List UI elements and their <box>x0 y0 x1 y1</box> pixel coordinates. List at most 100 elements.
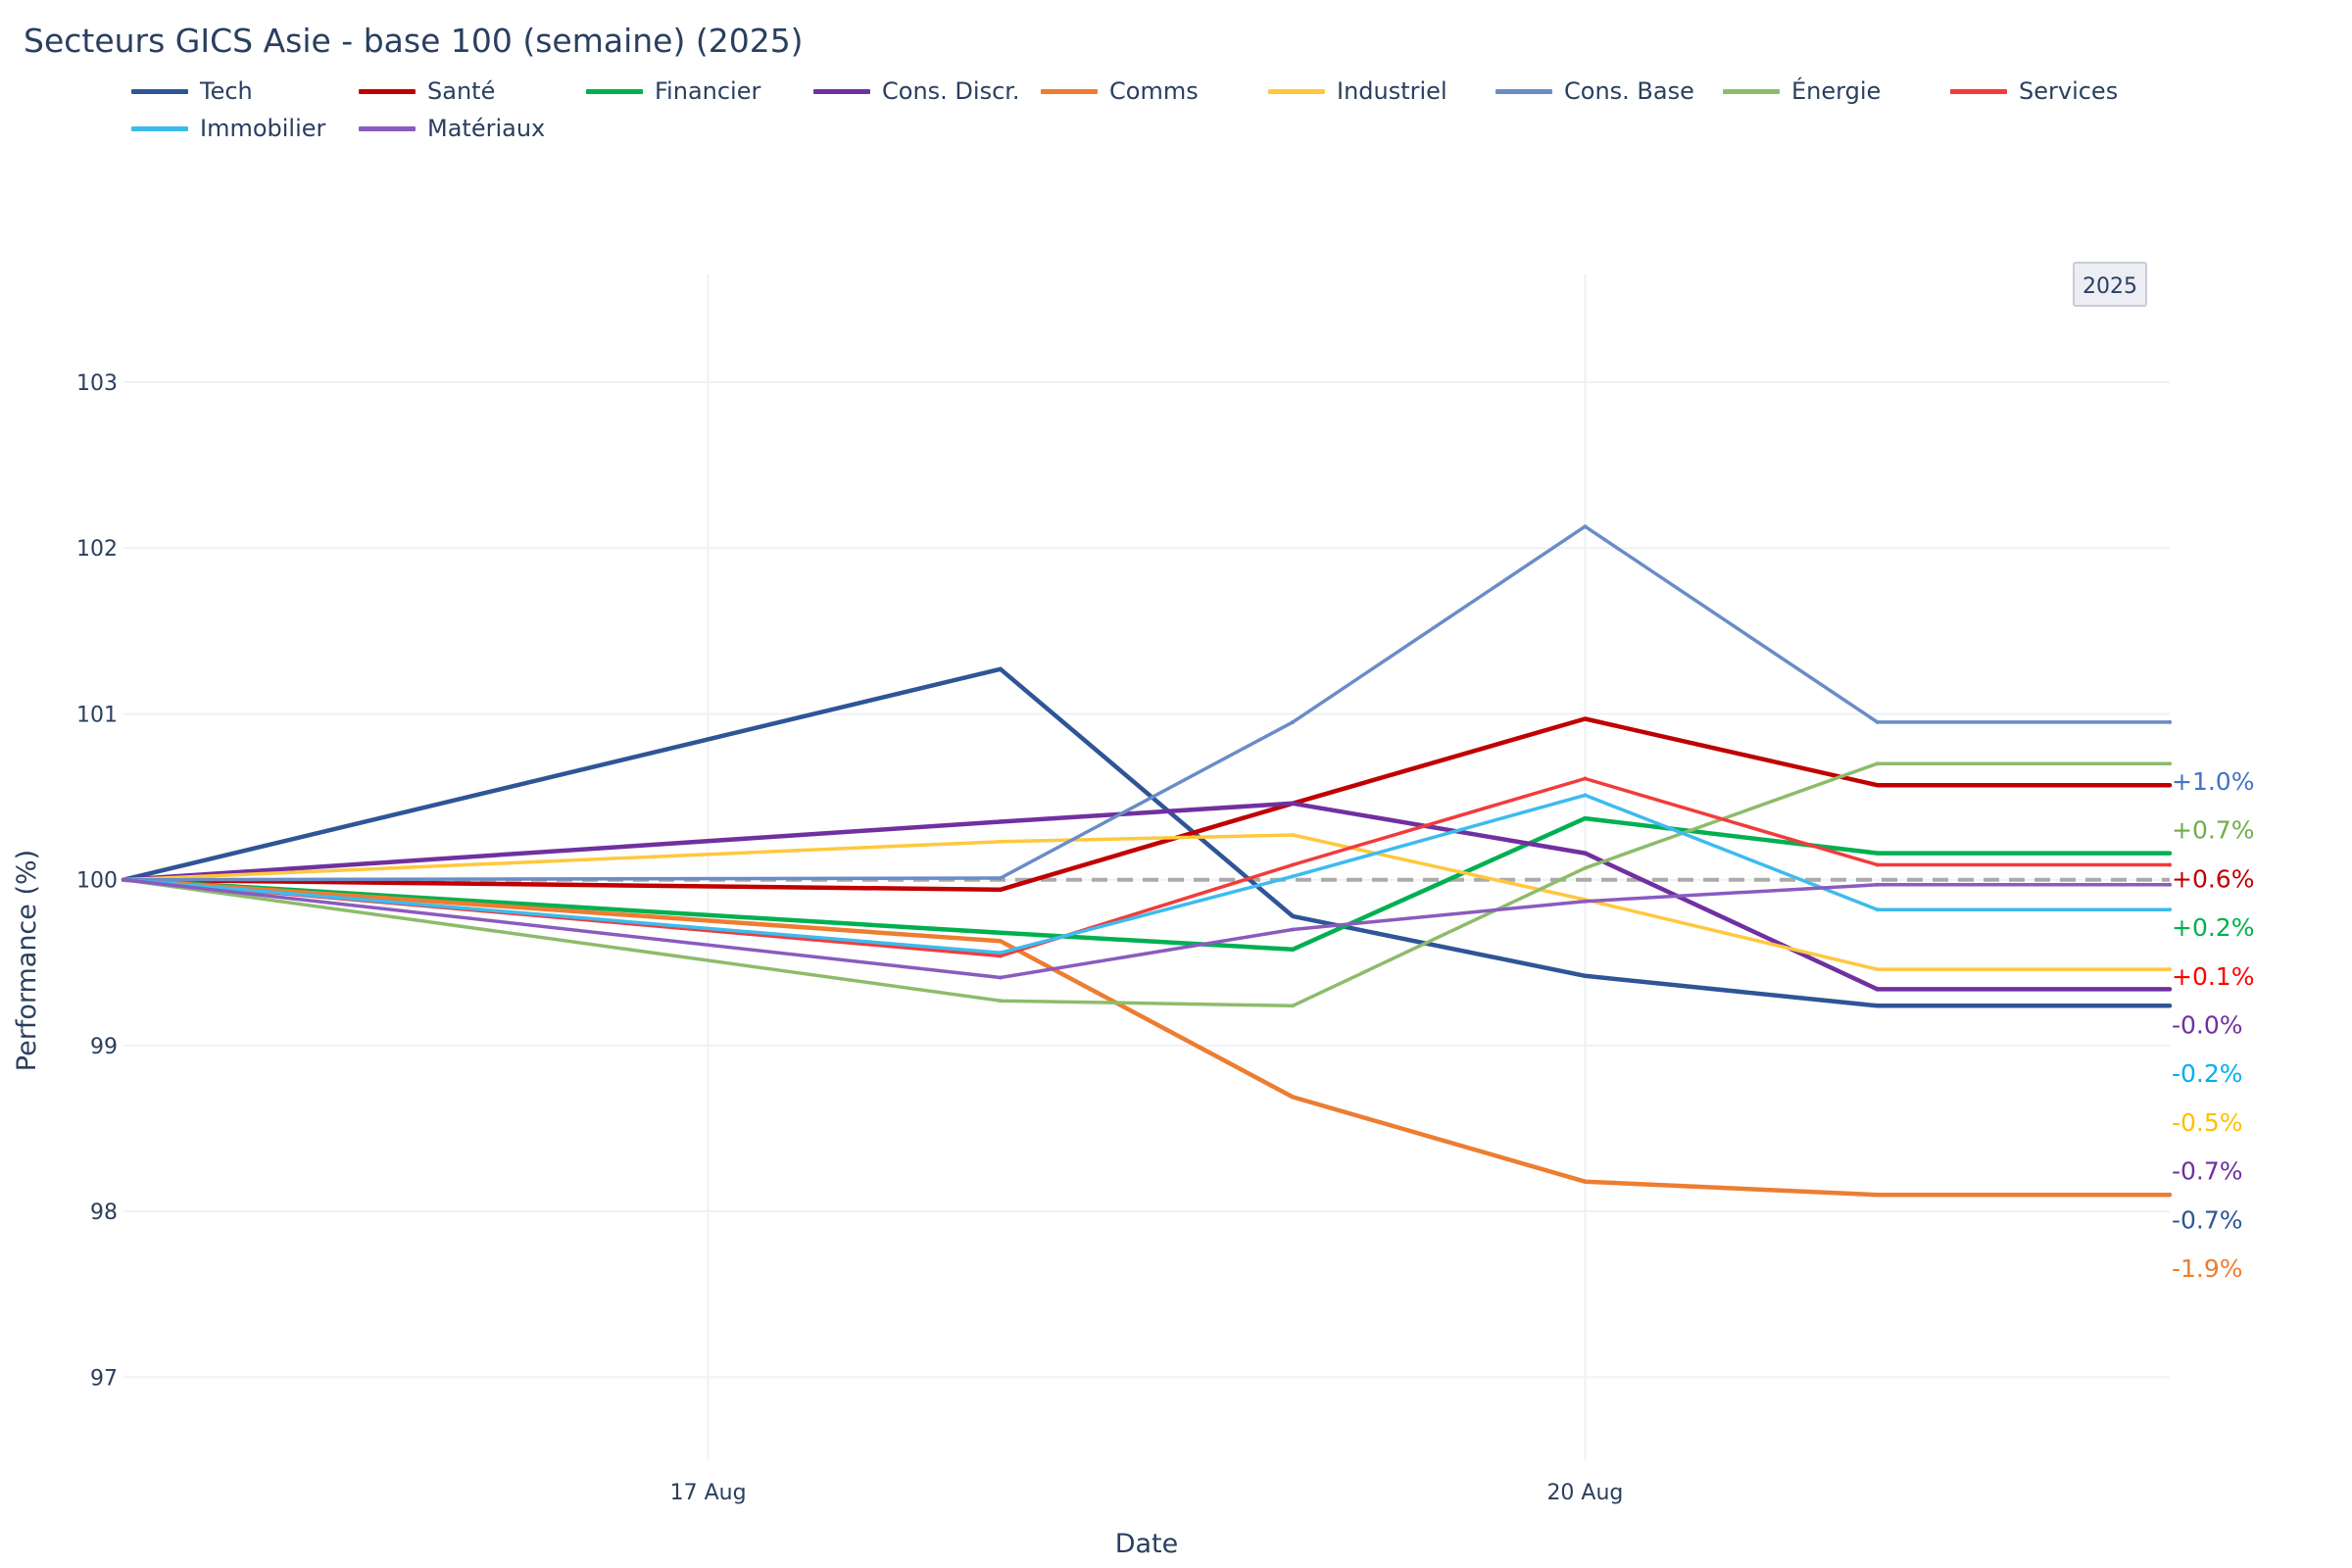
x-tick-label: 20 Aug <box>1546 1481 1623 1505</box>
legend-item-energie[interactable]: Énergie <box>1723 73 1881 110</box>
data-point-industriel <box>1291 833 1296 837</box>
end-label: +0.6% <box>2172 864 2254 893</box>
series-line-industriel <box>122 833 2172 971</box>
data-point-tech <box>1875 1004 1880 1008</box>
legend-swatch <box>1495 88 1552 94</box>
data-point-sante <box>998 887 1003 892</box>
series-line-services <box>122 776 2172 958</box>
data-point-cons-base <box>2168 719 2172 724</box>
year-annotation-text: 2025 <box>2082 274 2137 299</box>
data-point-cons-base <box>998 876 1003 880</box>
chart-title: Secteurs GICS Asie - base 100 (semaine) … <box>24 22 804 60</box>
data-point-industriel <box>998 839 1003 844</box>
legend-item-tech[interactable]: Tech <box>131 73 253 110</box>
y-axis-title: Performance (%) <box>12 850 42 1071</box>
legend-swatch <box>1950 88 2007 94</box>
data-point-tech <box>2168 1004 2172 1008</box>
y-tick-label: 101 <box>76 703 118 727</box>
data-point-services <box>998 954 1003 958</box>
data-point-services <box>1291 862 1296 867</box>
legend-label: Cons. Base <box>1564 77 1694 105</box>
legend-label: Cons. Discr. <box>882 77 1020 105</box>
end-label: -0.2% <box>2172 1059 2243 1088</box>
legend-swatch <box>131 125 188 131</box>
data-point-financier <box>1291 947 1296 952</box>
y-tick-label: 99 <box>90 1035 118 1059</box>
legend-label: Matériaux <box>427 115 546 142</box>
data-point-energie <box>1583 865 1588 870</box>
data-point-tech <box>1291 913 1296 918</box>
legend-item-services[interactable]: Services <box>1950 73 2118 110</box>
data-point-energie <box>998 999 1003 1004</box>
data-point-cons-discr <box>1875 987 1880 992</box>
data-point-sante <box>1583 716 1588 721</box>
data-point-immobilier <box>1583 793 1588 798</box>
y-tick-label: 100 <box>76 869 118 894</box>
end-label: +0.1% <box>2172 962 2254 991</box>
legend-label: Industriel <box>1337 77 1447 105</box>
grid-layer <box>123 274 2170 1460</box>
series-line-sante <box>121 716 2173 893</box>
data-point-energie <box>2168 761 2172 766</box>
end-label: -0.7% <box>2172 1205 2243 1234</box>
data-point-materiaux <box>1291 927 1296 932</box>
legend-label: Financier <box>655 77 761 105</box>
end-label-layer: 2025 +1.0% +0.7% +0.6% +0.2% +0.1% -0.0% -0.2% -… <box>2073 262 2254 1283</box>
legend-label: Comms <box>1109 77 1199 105</box>
series-line-comms <box>121 877 2173 1198</box>
data-point-cons-base <box>1291 719 1296 724</box>
data-point-financier <box>2168 851 2172 856</box>
data-point-materiaux <box>2168 882 2172 887</box>
legend-swatch <box>586 88 643 94</box>
axis-layer: 97 98 99 100 101 102 103 17 Aug 20 Aug Date Perfor… <box>12 371 1623 1559</box>
data-point-immobilier <box>1875 907 1880 912</box>
data-point-industriel <box>1875 967 1880 972</box>
data-point-comms <box>1875 1193 1880 1198</box>
data-point-financier <box>1583 816 1588 821</box>
series-layer <box>121 524 2173 1198</box>
data-point-comms <box>1583 1179 1588 1184</box>
legend-item-financier[interactable]: Financier <box>586 73 760 110</box>
data-point-financier <box>1875 851 1880 856</box>
data-point-services <box>1875 862 1880 867</box>
legend-item-sante[interactable]: Santé <box>359 73 495 110</box>
legend-label: Services <box>2019 77 2119 105</box>
data-point-energie <box>1291 1004 1296 1008</box>
end-label: +1.0% <box>2172 767 2254 796</box>
legend-swatch <box>1723 88 1780 94</box>
legend-item-industriel[interactable]: Industriel <box>1268 73 1447 110</box>
data-point-services <box>2168 862 2172 867</box>
legend-swatch <box>359 88 416 94</box>
data-point-cons-base <box>1875 719 1880 724</box>
end-label: -0.7% <box>2172 1157 2243 1186</box>
legend-swatch <box>1041 88 1098 94</box>
data-point-financier <box>998 930 1003 935</box>
data-point-cons-discr <box>2168 987 2172 992</box>
x-tick-label: 17 Aug <box>670 1481 747 1505</box>
y-tick-label: 103 <box>76 371 118 396</box>
legend-swatch <box>1268 88 1325 94</box>
legend-item-comms[interactable]: Comms <box>1041 73 1199 110</box>
data-point-sante <box>2168 783 2172 788</box>
data-point-cons-base <box>1583 524 1588 529</box>
data-point-services <box>1583 776 1588 781</box>
legend-label: Immobilier <box>200 115 326 142</box>
data-point-tech <box>998 666 1003 671</box>
end-label: +0.2% <box>2172 913 2254 942</box>
data-point-cons-discr <box>998 819 1003 824</box>
legend-item-immobilier[interactable]: Immobilier <box>131 110 325 147</box>
legend-item-materiaux[interactable]: Matériaux <box>359 110 545 147</box>
data-point-comms <box>1291 1095 1296 1100</box>
legend-item-cons-discr[interactable]: Cons. Discr. <box>813 73 1020 110</box>
series-line-tech <box>121 666 2173 1008</box>
data-point-immobilier <box>998 951 1003 956</box>
legend-swatch <box>131 88 188 94</box>
series-line-immobilier <box>122 793 2172 955</box>
x-axis-title: Date <box>1115 1529 1179 1559</box>
y-tick-label: 97 <box>90 1366 118 1391</box>
series-line-cons-discr <box>121 801 2173 992</box>
legend-item-cons-base[interactable]: Cons. Base <box>1495 73 1694 110</box>
series-line-cons-base <box>122 524 2172 882</box>
